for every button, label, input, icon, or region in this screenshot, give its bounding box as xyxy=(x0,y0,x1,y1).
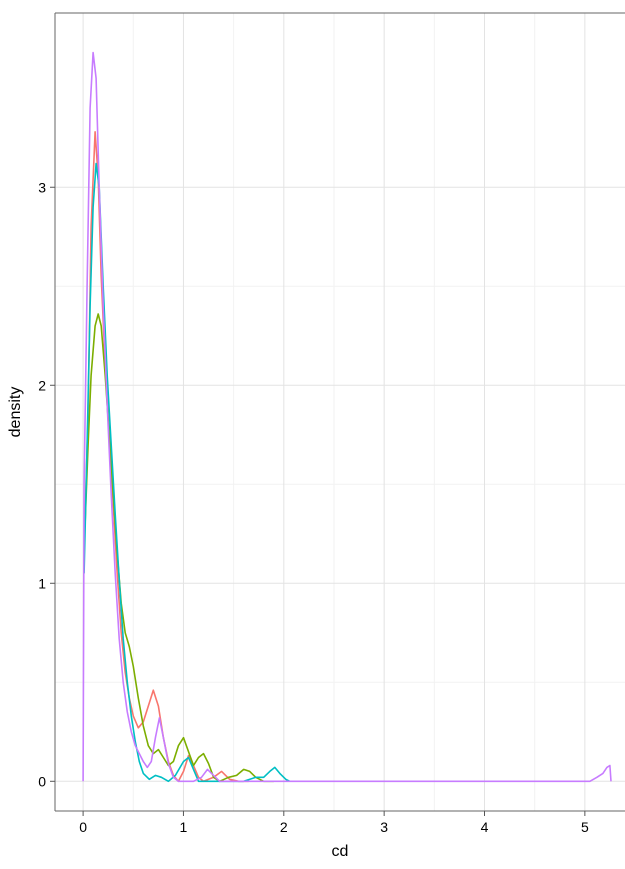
x-tick-label: 4 xyxy=(481,819,489,835)
y-tick-label: 3 xyxy=(38,179,46,195)
y-tick-label: 1 xyxy=(38,575,46,591)
y-axis-title: density xyxy=(7,387,24,438)
density-series-line-4 xyxy=(82,51,612,783)
x-tick-label: 3 xyxy=(380,819,388,835)
x-axis-title: cd xyxy=(332,843,349,860)
major-gridlines xyxy=(55,13,625,811)
minor-gridlines xyxy=(55,13,625,811)
x-tick-label: 0 xyxy=(79,819,87,835)
plot-panel xyxy=(55,13,625,811)
y-axis-ticks: 0 1 2 3 xyxy=(38,179,55,789)
x-tick-label: 1 xyxy=(180,819,188,835)
series-layer xyxy=(82,51,612,783)
y-tick-label: 0 xyxy=(38,773,46,789)
y-tick-label: 2 xyxy=(38,377,46,393)
x-axis-ticks: 0 1 2 3 4 5 xyxy=(79,811,589,835)
x-tick-label: 5 xyxy=(581,819,589,835)
x-tick-label: 2 xyxy=(280,819,288,835)
